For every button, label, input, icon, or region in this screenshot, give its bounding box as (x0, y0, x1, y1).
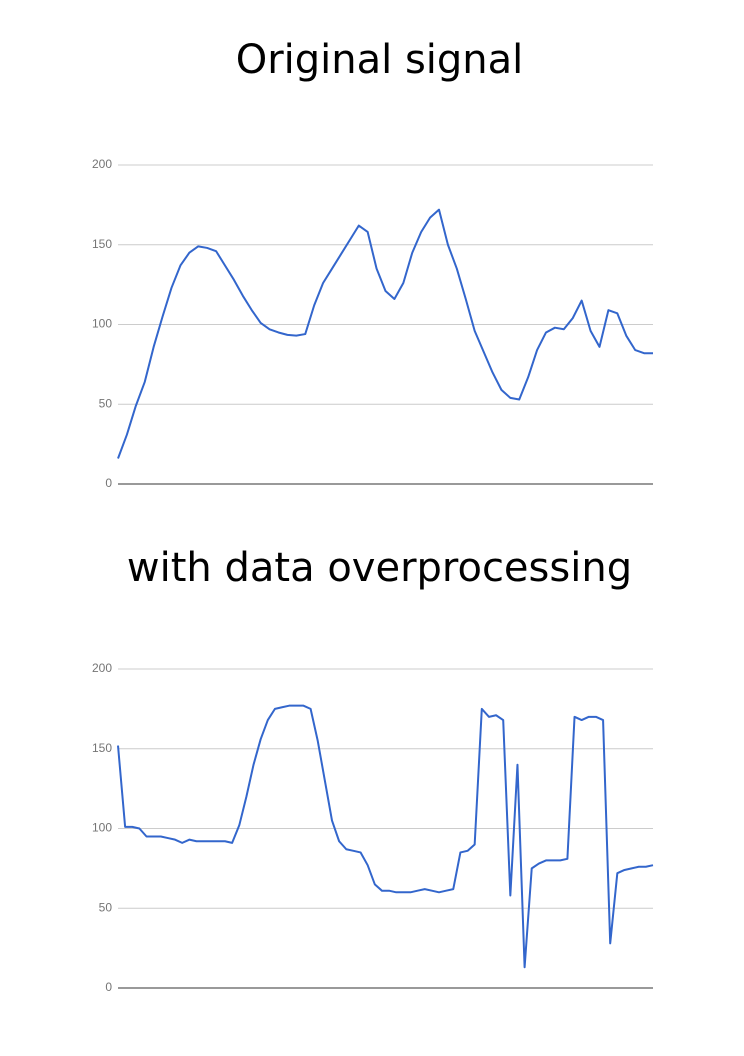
y-tick-label: 100 (92, 317, 112, 331)
y-tick-label: 50 (99, 396, 113, 410)
y-tick-label: 50 (99, 900, 113, 914)
data-line (117, 208, 653, 459)
chart-title: with data overprocessing (127, 545, 632, 591)
y-tick-label: 100 (92, 821, 112, 835)
y-tick-label: 0 (105, 980, 112, 994)
y-tick-label: 150 (92, 237, 112, 251)
data-line (117, 704, 654, 969)
chart-title: Original signal (236, 37, 524, 83)
y-tick-label: 0 (105, 476, 112, 490)
y-tick-label: 150 (92, 741, 112, 755)
y-tick-label: 200 (92, 157, 112, 171)
y-tick-label: 200 (92, 661, 112, 675)
